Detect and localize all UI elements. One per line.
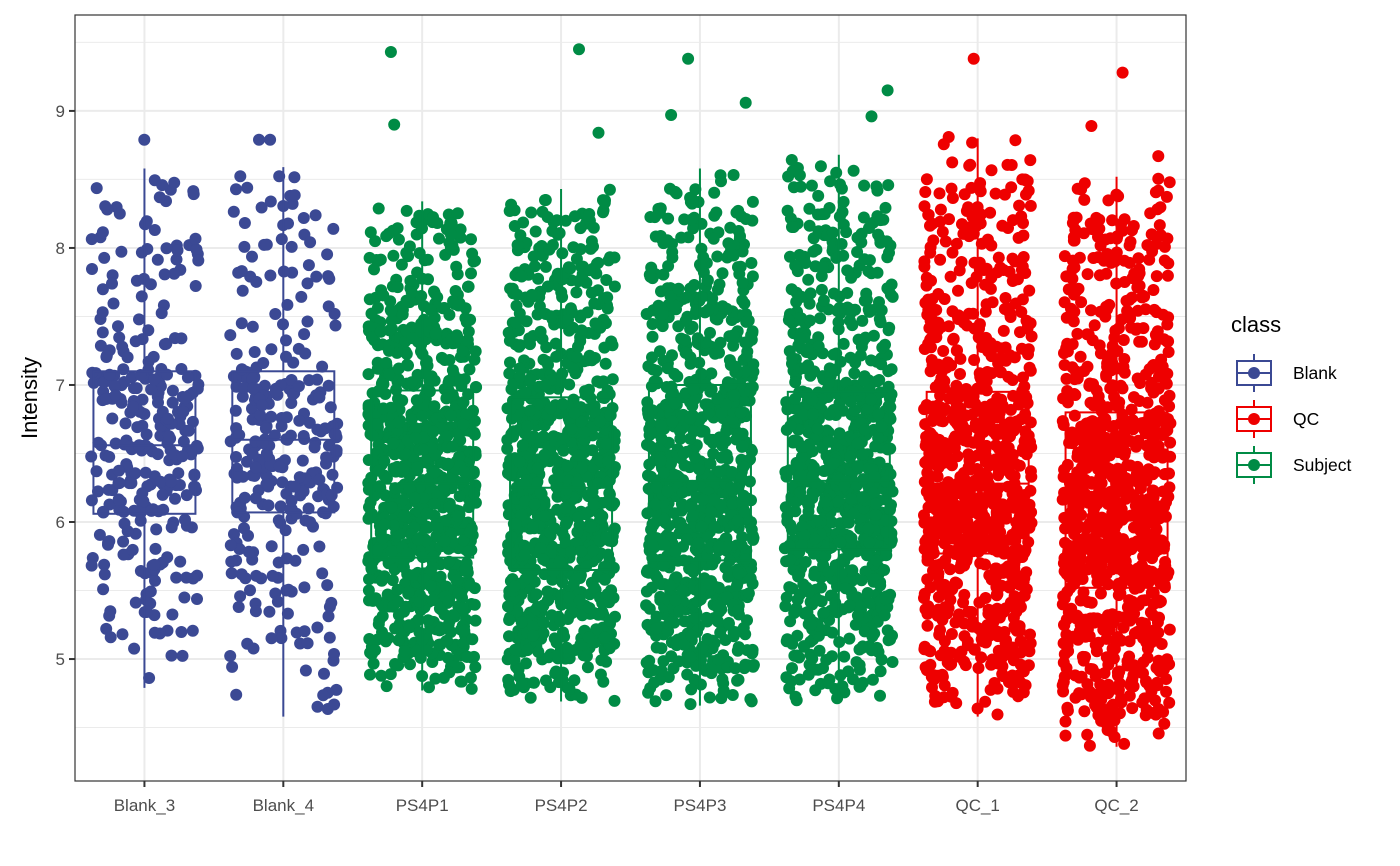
box-PS4P4 (786, 154, 891, 702)
x-tick-label: QC_1 (955, 796, 999, 815)
box-Blank_4 (231, 167, 336, 717)
legend-item-qc: QC (1236, 400, 1319, 438)
outlier-point (573, 43, 585, 56)
points-PS4P2 (501, 43, 621, 707)
points-QC_1 (918, 52, 1038, 721)
outlier-point (865, 110, 878, 123)
legend-key-point (1248, 459, 1260, 471)
y-tick-label: 8 (56, 239, 65, 258)
x-tick-label: PS4P1 (396, 796, 449, 815)
legend-label: Subject (1293, 455, 1352, 475)
outlier-point (264, 133, 277, 146)
x-tick-label: PS4P4 (812, 796, 865, 815)
y-tick-label: 9 (56, 102, 65, 121)
box-PS4P3 (647, 168, 752, 706)
x-tick-label: PS4P3 (673, 796, 726, 815)
outlier-point (592, 126, 605, 139)
box-Blank_3 (92, 168, 197, 688)
outlier-point (881, 84, 894, 97)
iqr-box (370, 389, 475, 559)
outlier-point (1152, 150, 1165, 163)
outlier-point (967, 52, 980, 65)
outlier-point (1116, 66, 1129, 79)
y-tick-label: 6 (56, 513, 65, 532)
legend-label: Blank (1293, 363, 1337, 383)
iqr-box (925, 390, 1030, 555)
outlier-point (665, 109, 678, 121)
box-PS4P1 (370, 201, 475, 691)
legend-item-blank: Blank (1236, 354, 1337, 392)
y-axis: 5 6 7 8 9 (56, 102, 75, 669)
x-tick-label: Blank_3 (114, 796, 175, 815)
box-QC_1 (925, 138, 1030, 717)
panel-border (74, 14, 1187, 782)
legend-title: class (1231, 312, 1281, 337)
box-PS4P2 (509, 189, 614, 702)
legend: class Blank QC Subject (1231, 312, 1352, 484)
legend-key-point (1248, 367, 1260, 379)
x-axis: Blank_3 Blank_4 PS4P1 PS4P2 PS4P3 PS4P4 QC_1 QC… (114, 781, 1139, 815)
points-PS4P1 (362, 46, 483, 695)
iqr-box (1064, 411, 1169, 589)
legend-item-subject: Subject (1236, 446, 1352, 484)
y-axis-title: Intensity (17, 357, 42, 439)
x-tick-label: PS4P2 (535, 796, 588, 815)
legend-label: QC (1293, 409, 1319, 429)
y-tick-label: 5 (56, 650, 65, 669)
iqr-box (92, 370, 197, 515)
outlier-point (682, 52, 695, 65)
points-PS4P4 (778, 84, 899, 707)
box-QC_2 (1064, 176, 1169, 747)
iqr-box (509, 396, 614, 571)
x-tick-label: Blank_4 (253, 796, 314, 815)
x-tick-label: QC_2 (1094, 796, 1138, 815)
iqr-box (786, 390, 891, 551)
legend-key-point (1248, 413, 1260, 425)
points-Blank_4 (224, 133, 344, 715)
outlier-point (1085, 120, 1098, 132)
iqr-box (647, 383, 752, 562)
outlier-point (253, 133, 265, 146)
outlier-point (942, 131, 955, 143)
y-tick-label: 7 (56, 376, 65, 395)
outlier-point (384, 46, 397, 58)
box-plots (92, 138, 1169, 747)
outlier-point (388, 118, 401, 131)
outlier-point (739, 96, 752, 109)
iqr-box (231, 370, 336, 514)
outlier-point (138, 133, 151, 146)
